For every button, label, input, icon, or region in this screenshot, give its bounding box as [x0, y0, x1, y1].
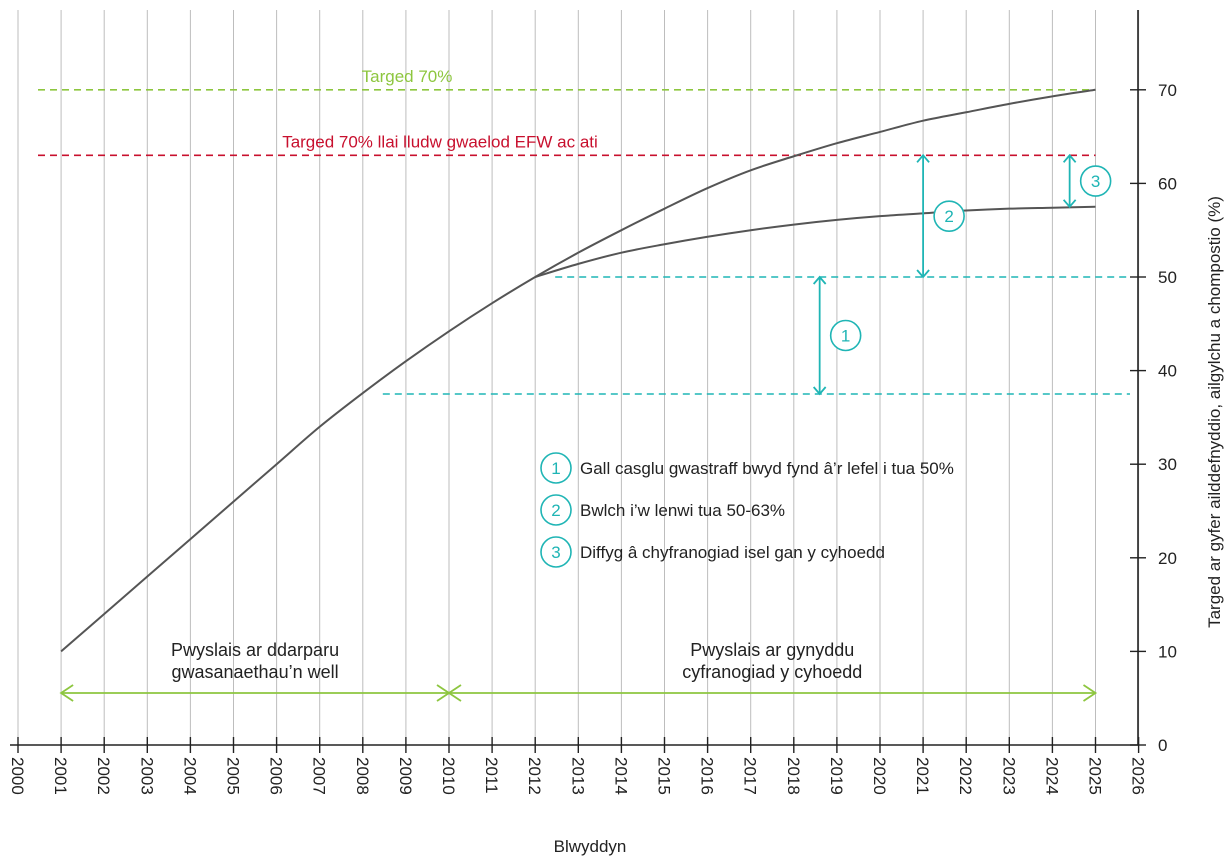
gap-marker-number-1: 1: [841, 327, 850, 346]
phase-arrow-head-right-2: [1083, 684, 1098, 702]
x-tick-label-2025: 2025: [1086, 757, 1105, 795]
x-axis-label: Blwyddyn: [554, 837, 627, 856]
y-tick-label-60: 60: [1158, 174, 1177, 193]
x-tick-label-2018: 2018: [784, 757, 803, 795]
x-tick-label-2000: 2000: [8, 757, 27, 795]
x-tick-label-2012: 2012: [525, 757, 544, 795]
phase-arrow-head-left-1: [59, 684, 74, 702]
x-tick-label-2023: 2023: [999, 757, 1018, 795]
gap-arrow-head-bottom-2: [916, 269, 930, 279]
y-tick-label-20: 20: [1158, 549, 1177, 568]
y-tick-label-0: 0: [1158, 736, 1167, 755]
gap-marker-circle-3: [1079, 165, 1112, 197]
legend-text-2: Bwlch i’w lenwi tua 50-63%: [580, 501, 785, 520]
x-tick-label-2002: 2002: [94, 757, 113, 795]
legend-marker-circle-3: [540, 536, 572, 568]
gap-marker-circle-2: [933, 200, 965, 232]
reference-lines: Targed 70% Targed 70% llai lludw gwaelod …: [38, 67, 1130, 395]
legend-text-3: Diffyg â chyfranogiad isel gan y cyhoedd: [580, 543, 885, 562]
legend-marker-number-1: 1: [551, 459, 560, 478]
x-tick-label-2019: 2019: [827, 757, 846, 795]
x-tick-label-2009: 2009: [396, 757, 415, 795]
x-tick-label-2006: 2006: [267, 757, 286, 795]
x-tick-label-2007: 2007: [310, 757, 329, 795]
x-tick-label-2010: 2010: [439, 757, 458, 795]
y-tick-label-30: 30: [1158, 455, 1177, 474]
phase-label-line1-2: Pwyslais ar gynyddu: [690, 640, 854, 660]
legend-marker-number-3: 3: [551, 543, 560, 562]
gap-arrows: 1 2 3: [812, 153, 1112, 396]
phase-arrow-head-left-2: [447, 684, 462, 702]
x-tick-label-2016: 2016: [698, 757, 717, 795]
x-tick-label-2020: 2020: [870, 757, 889, 795]
x-axis-ticks: 2000 2001 2002 2003 2004 2005 2006 2007 2008 2009…: [8, 737, 1148, 795]
y-tick-label-70: 70: [1158, 81, 1177, 100]
reference-line-label-2: Targed 70% llai lludw gwaelod EFW ac ati: [282, 132, 598, 151]
legend-marker-number-2: 2: [551, 501, 560, 520]
x-tick-label-2026: 2026: [1129, 757, 1148, 795]
y-axis-ticks: 0 10 20 30 40 50 60 70: [1130, 81, 1177, 755]
x-tick-label-2008: 2008: [353, 757, 372, 795]
gap-marker-number-2: 2: [944, 207, 953, 226]
x-tick-label-2024: 2024: [1042, 757, 1061, 795]
x-tick-label-2022: 2022: [956, 757, 975, 795]
gap-arrow-head-top-2: [916, 153, 930, 163]
x-tick-label-2013: 2013: [568, 757, 587, 795]
y-tick-label-50: 50: [1158, 268, 1177, 287]
series-line-1: [60, 88, 1096, 653]
x-tick-label-2011: 2011: [482, 757, 501, 794]
y-axis-label: Targed ar gyfer ailddefnyddio, ailgylchu…: [1205, 196, 1224, 628]
series-lines: [60, 88, 1096, 653]
gap-arrow-head-bottom-1: [812, 386, 827, 396]
axes: [10, 10, 1139, 746]
series-line-2: [534, 205, 1096, 278]
legend-marker-circle-2: [540, 494, 572, 526]
x-tick-label-2004: 2004: [180, 757, 199, 795]
phase-label-line2-1: gwasanaethau’n well: [171, 662, 338, 682]
x-tick-label-2001: 2001: [51, 757, 70, 795]
y-tick-label-40: 40: [1158, 362, 1177, 381]
phase-label-line1-1: Pwyslais ar ddarparu: [171, 640, 339, 660]
x-tick-label-2005: 2005: [224, 757, 243, 795]
x-tick-label-2015: 2015: [655, 757, 674, 795]
legend: 1 Gall casglu gwastraff bwyd fynd â’r lef…: [540, 452, 954, 568]
x-tick-label-2021: 2021: [913, 757, 932, 795]
reference-line-label-1: Targed 70%: [362, 67, 453, 86]
legend-text-1: Gall casglu gwastraff bwyd fynd â’r lefe…: [580, 459, 954, 478]
x-tick-label-2014: 2014: [611, 757, 630, 795]
y-tick-label-10: 10: [1158, 642, 1177, 661]
gap-marker-circle-1: [829, 319, 862, 352]
phase-label-line2-2: cyfranogiad y cyhoedd: [682, 662, 862, 682]
gap-arrow-head-top-3: [1062, 153, 1077, 163]
gap-arrow-head-bottom-3: [1062, 199, 1077, 209]
vertical-gridlines: [17, 10, 1140, 745]
x-tick-label-2003: 2003: [137, 757, 156, 795]
gap-marker-number-3: 3: [1091, 172, 1100, 191]
x-tick-label-2017: 2017: [741, 757, 760, 795]
gap-arrow-head-top-1: [812, 275, 827, 285]
legend-marker-circle-1: [540, 452, 572, 484]
